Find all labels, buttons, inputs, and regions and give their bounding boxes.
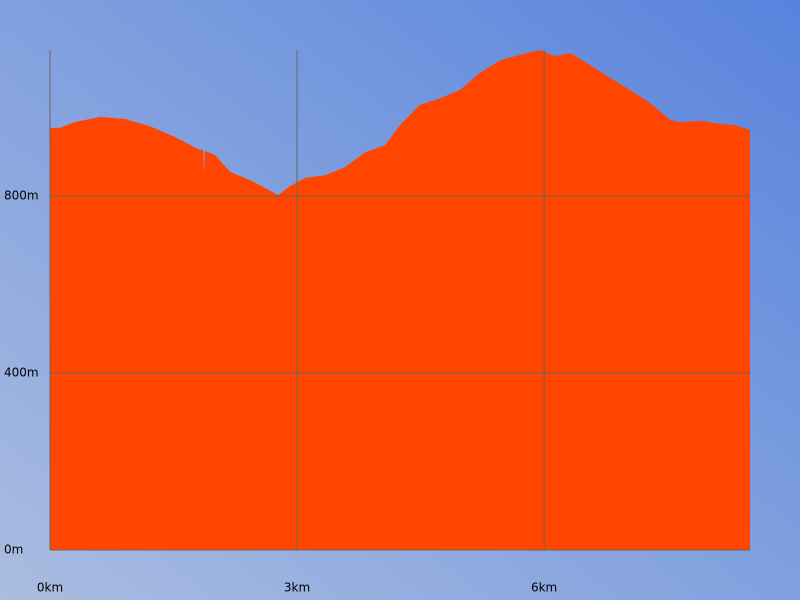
elevation-area [50,50,750,550]
y-tick-label: 800m [4,189,39,203]
y-tick-label: 400m [4,366,39,380]
x-tick-label: 0km [37,581,63,595]
x-tick-label: 6km [531,581,557,595]
x-tick-label: 3km [284,581,310,595]
y-tick-label: 0m [4,543,23,557]
